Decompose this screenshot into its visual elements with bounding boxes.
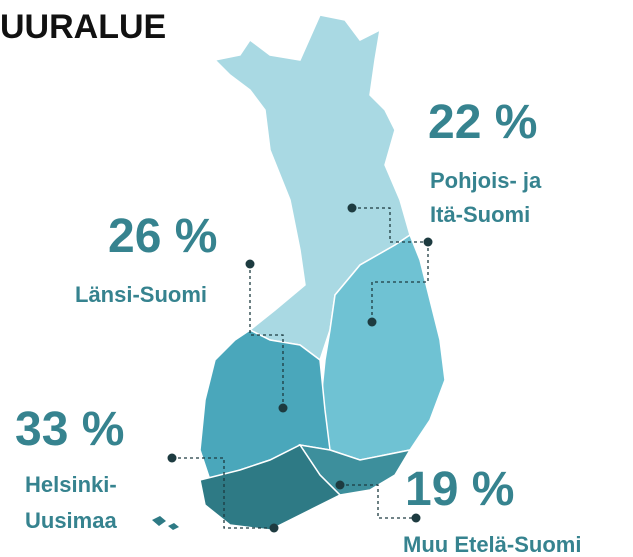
dot: [167, 453, 177, 463]
leader: [371, 242, 429, 322]
percent: 22 %: [428, 96, 537, 149]
region-name: Itä-Suomi: [430, 202, 530, 227]
leader: [172, 457, 274, 529]
region-uusimaa: [199, 444, 342, 531]
dot: [335, 480, 345, 490]
region-name: Länsi-Suomi: [75, 282, 207, 307]
region-name: Uusimaa: [25, 508, 117, 533]
dot: [245, 259, 255, 269]
dot: [278, 403, 288, 413]
dot: [347, 203, 357, 213]
dot: [367, 317, 377, 327]
dot: [269, 523, 279, 533]
leader: [340, 484, 416, 519]
percent: 33 %: [15, 403, 124, 456]
title: UURALUE: [0, 8, 166, 46]
islands: [152, 516, 179, 530]
percent: 19 %: [405, 463, 514, 516]
dot: [411, 513, 421, 523]
leaders: [167, 203, 433, 533]
region-name: Helsinki-: [25, 472, 117, 497]
map: [152, 14, 446, 531]
dot: [423, 237, 433, 247]
leader: [249, 264, 284, 408]
region-name: Muu Etelä-Suomi: [403, 532, 581, 557]
percent: 26 %: [108, 210, 217, 263]
leader: [352, 207, 428, 243]
region-name: Pohjois- ja: [430, 168, 542, 193]
